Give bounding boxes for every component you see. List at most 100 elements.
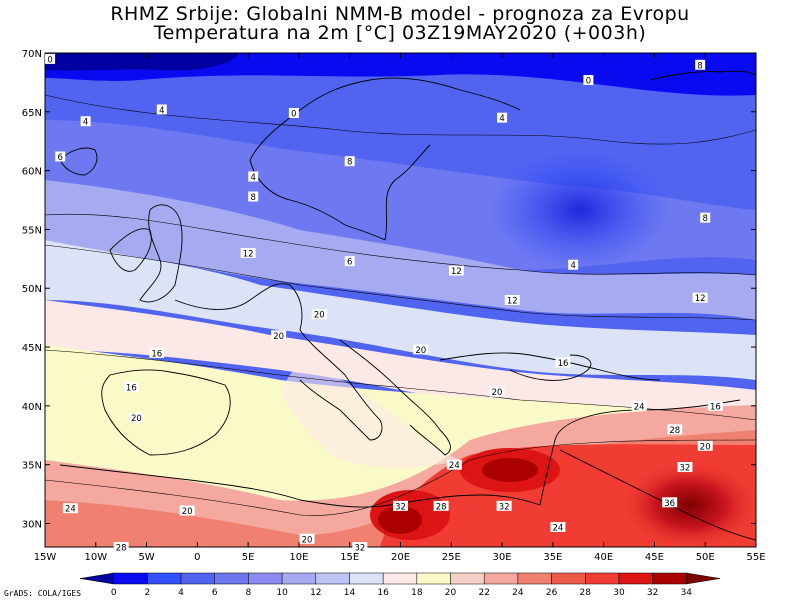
lon-tick-label: 35E: [543, 552, 562, 563]
legend-swatch: [652, 572, 687, 585]
lat-tick-label: 40N: [22, 402, 42, 413]
svg-text:6: 6: [347, 258, 352, 268]
isotherm-label: 28: [667, 424, 683, 436]
isotherm-label: 20: [413, 344, 429, 356]
svg-text:20: 20: [415, 346, 426, 356]
isotherm-label: 32: [393, 500, 408, 512]
svg-text:16: 16: [710, 402, 721, 412]
lat-tick-label: 30N: [22, 519, 42, 530]
legend-swatch: [416, 572, 451, 585]
isotherm-label: 12: [692, 292, 708, 304]
legend-label: 12: [310, 588, 321, 598]
lat-tick-label: 50N: [22, 284, 42, 295]
lon-tick-label: 0: [194, 552, 200, 563]
isotherm-label: 0: [583, 75, 594, 87]
isotherm-label: 24: [446, 459, 462, 471]
svg-text:20: 20: [182, 507, 193, 517]
isotherm-label: 36: [662, 497, 678, 509]
legend-swatch: [248, 572, 283, 585]
coastlines: [59, 70, 756, 541]
svg-text:4: 4: [570, 261, 575, 271]
isotherm-label: 28: [433, 500, 449, 512]
lon-tick-label: 10W: [84, 552, 107, 563]
isotherm-label: 4: [497, 112, 508, 124]
legend-swatch: [517, 572, 552, 585]
legend-label: 0: [111, 588, 117, 598]
svg-text:4: 4: [251, 173, 256, 183]
map-subtitle: Temperatura na 2m [°C] 03Z19MAY2020 (+00…: [153, 22, 647, 44]
svg-text:8: 8: [697, 61, 702, 71]
lon-tick-label: 15W: [34, 552, 57, 563]
lon-tick-label: 55E: [746, 552, 765, 563]
svg-text:28: 28: [669, 426, 680, 436]
isotherm-label: 32: [352, 542, 368, 554]
svg-text:32: 32: [395, 502, 406, 512]
isotherm-label: 0: [45, 53, 56, 65]
svg-text:24: 24: [553, 524, 564, 534]
svg-text:12: 12: [695, 294, 706, 304]
svg-text:16: 16: [558, 359, 569, 369]
svg-text:16: 16: [151, 349, 162, 359]
legend-label: 22: [478, 588, 489, 598]
svg-text:28: 28: [436, 502, 447, 512]
isotherm-label: 32: [677, 462, 693, 474]
legend-swatch: [180, 572, 215, 585]
svg-text:32: 32: [499, 502, 510, 512]
svg-text:20: 20: [302, 535, 313, 545]
isotherm-label: 16: [123, 382, 139, 394]
isotherm-label: 16: [149, 347, 165, 359]
isotherm-label: 20: [271, 330, 287, 342]
lon-tick-label: 10E: [289, 552, 308, 563]
isotherm-label: 0: [288, 107, 299, 119]
legend-label: 24: [512, 588, 524, 598]
svg-text:20: 20: [492, 388, 503, 398]
legend-label: 16: [377, 588, 389, 598]
legend-label: 32: [647, 588, 658, 598]
svg-text:16: 16: [126, 384, 137, 394]
lat-tick-label: 55N: [22, 225, 42, 236]
legend-swatch: [113, 572, 148, 585]
isotherm-label: 20: [299, 533, 315, 545]
isotherm-label: 32: [496, 500, 512, 512]
lon-tick-label: 50E: [696, 552, 715, 563]
svg-text:24: 24: [449, 461, 460, 471]
grads-credit: GrADS: COLA/IGES: [4, 589, 82, 598]
isotherm-label: 12: [504, 295, 520, 307]
isotherm-label: 4: [568, 259, 579, 271]
axis-ticks: 15W 10W 5W 0 5E 10E 15E 20E 25E 30E 35E 40E 45E 50E 55…: [22, 49, 766, 563]
lon-tick-label: 20E: [391, 552, 410, 563]
svg-text:6: 6: [58, 153, 63, 163]
legend-label: 18: [411, 588, 423, 598]
lon-tick-label: 40E: [594, 552, 613, 563]
isotherms: [45, 94, 756, 516]
legend-swatch: [551, 572, 586, 585]
lat-tick-label: 65N: [22, 108, 42, 119]
svg-text:4: 4: [159, 106, 164, 116]
svg-text:20: 20: [273, 332, 284, 342]
svg-text:8: 8: [347, 158, 352, 168]
isotherm-label: 24: [631, 400, 647, 412]
lat-tick-label: 35N: [22, 461, 42, 472]
svg-text:32: 32: [679, 464, 690, 474]
temperature-field: [45, 53, 756, 547]
svg-text:12: 12: [507, 297, 518, 307]
lon-tick-label: 30E: [493, 552, 512, 563]
lon-tick-label: 5E: [242, 552, 255, 563]
lon-tick-label: 25E: [442, 552, 461, 563]
isotherm-label: 4: [80, 116, 91, 128]
legend-swatch: [686, 572, 721, 585]
lon-tick-label: 5W: [138, 552, 154, 563]
legend-label: 30: [613, 588, 625, 598]
lat-tick-label: 70N: [22, 49, 42, 60]
svg-text:36: 36: [664, 499, 675, 509]
svg-text:12: 12: [243, 249, 254, 259]
isotherm-label: 8: [344, 156, 355, 168]
svg-text:4: 4: [499, 114, 504, 124]
legend-swatch: [483, 572, 519, 585]
legend-swatch: [214, 572, 249, 585]
svg-text:20: 20: [700, 442, 711, 452]
isotherm-label: 12: [448, 265, 464, 277]
legend-label: 34: [681, 588, 693, 598]
svg-text:24: 24: [65, 505, 76, 515]
